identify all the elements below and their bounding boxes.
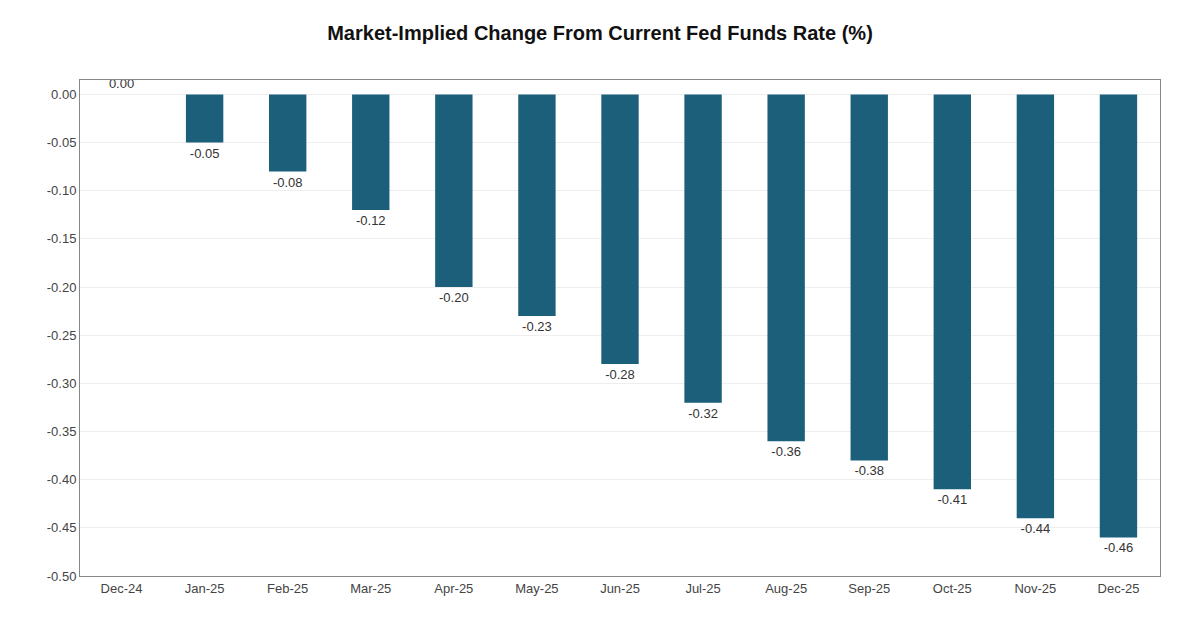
svg-text:-0.50: -0.50 — [47, 569, 77, 584]
svg-text:-0.28: -0.28 — [605, 367, 635, 382]
svg-text:-0.35: -0.35 — [47, 424, 77, 439]
svg-text:-0.41: -0.41 — [937, 492, 967, 507]
svg-text:-0.36: -0.36 — [771, 444, 801, 459]
svg-text:-0.10: -0.10 — [47, 183, 77, 198]
svg-text:Dec-24: Dec-24 — [101, 581, 143, 596]
svg-text:Nov-25: Nov-25 — [1014, 581, 1056, 596]
svg-text:Market-Implied Change From Cur: Market-Implied Change From Current Fed F… — [327, 22, 873, 44]
svg-text:Apr-25: Apr-25 — [434, 581, 473, 596]
svg-text:-0.44: -0.44 — [1021, 521, 1051, 536]
svg-text:-0.45: -0.45 — [47, 520, 77, 535]
svg-text:-0.20: -0.20 — [439, 290, 469, 305]
svg-text:Jun-25: Jun-25 — [600, 581, 640, 596]
svg-text:Oct-25: Oct-25 — [933, 581, 972, 596]
svg-text:Dec-25: Dec-25 — [1097, 581, 1139, 596]
svg-text:0.00: 0.00 — [51, 87, 76, 102]
svg-text:-0.40: -0.40 — [47, 472, 77, 487]
svg-text:-0.30: -0.30 — [47, 376, 77, 391]
svg-text:Mar-25: Mar-25 — [350, 581, 391, 596]
svg-text:Jul-25: Jul-25 — [685, 581, 720, 596]
svg-text:-0.20: -0.20 — [47, 280, 77, 295]
svg-text:-0.12: -0.12 — [356, 213, 386, 228]
svg-text:-0.46: -0.46 — [1104, 540, 1134, 555]
svg-text:-0.05: -0.05 — [47, 135, 77, 150]
svg-text:-0.32: -0.32 — [688, 406, 718, 421]
svg-text:Sep-25: Sep-25 — [848, 581, 890, 596]
svg-text:-0.05: -0.05 — [190, 146, 220, 161]
svg-text:May-25: May-25 — [515, 581, 558, 596]
svg-text:-0.25: -0.25 — [47, 328, 77, 343]
svg-text:Feb-25: Feb-25 — [267, 581, 308, 596]
svg-text:Jan-25: Jan-25 — [185, 581, 225, 596]
svg-text:-0.38: -0.38 — [854, 463, 884, 478]
svg-text:-0.23: -0.23 — [522, 319, 552, 334]
svg-text:Aug-25: Aug-25 — [765, 581, 807, 596]
svg-text:-0.08: -0.08 — [273, 175, 303, 190]
svg-text:0.00: 0.00 — [109, 76, 134, 91]
svg-text:-0.15: -0.15 — [47, 231, 77, 246]
